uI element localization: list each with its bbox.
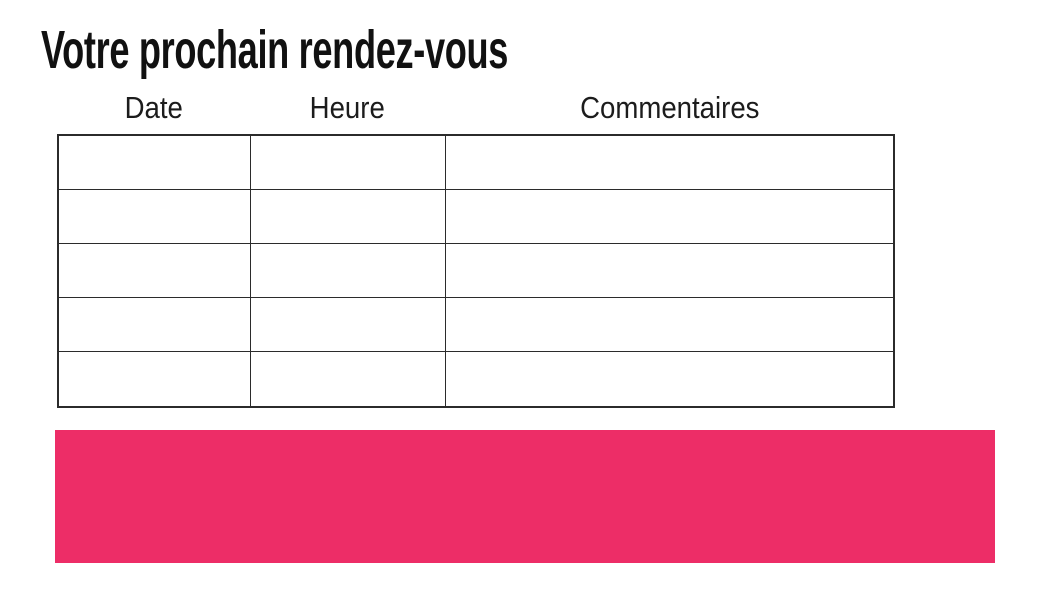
table-cell <box>59 190 251 244</box>
table-cell <box>59 244 251 298</box>
column-header-date: Date <box>57 91 250 125</box>
table-cell <box>59 136 251 190</box>
table-cell <box>59 298 251 352</box>
page-title-text: Votre prochain rendez-vous <box>41 20 509 80</box>
table-cell <box>446 298 893 352</box>
table-cell <box>251 352 446 406</box>
column-header-date-label: Date <box>124 90 183 125</box>
table-cell <box>59 352 251 406</box>
table-cell <box>446 136 893 190</box>
column-header-commentaires: Commentaires <box>445 91 895 125</box>
table-cell <box>446 352 893 406</box>
column-header-commentaires-label: Commentaires <box>580 90 760 125</box>
column-header-heure-label: Heure <box>309 90 386 125</box>
appointments-table <box>57 134 895 408</box>
highlight-banner <box>55 430 995 563</box>
table-cell <box>251 298 446 352</box>
table-column-headers: Date Heure Commentaires <box>57 91 895 125</box>
table-cell <box>251 190 446 244</box>
table-cell <box>251 244 446 298</box>
table-cell <box>446 244 893 298</box>
column-header-heure: Heure <box>250 91 445 125</box>
page-title: Votre prochain rendez-vous <box>41 23 738 77</box>
table-cell <box>446 190 893 244</box>
table-cell <box>251 136 446 190</box>
